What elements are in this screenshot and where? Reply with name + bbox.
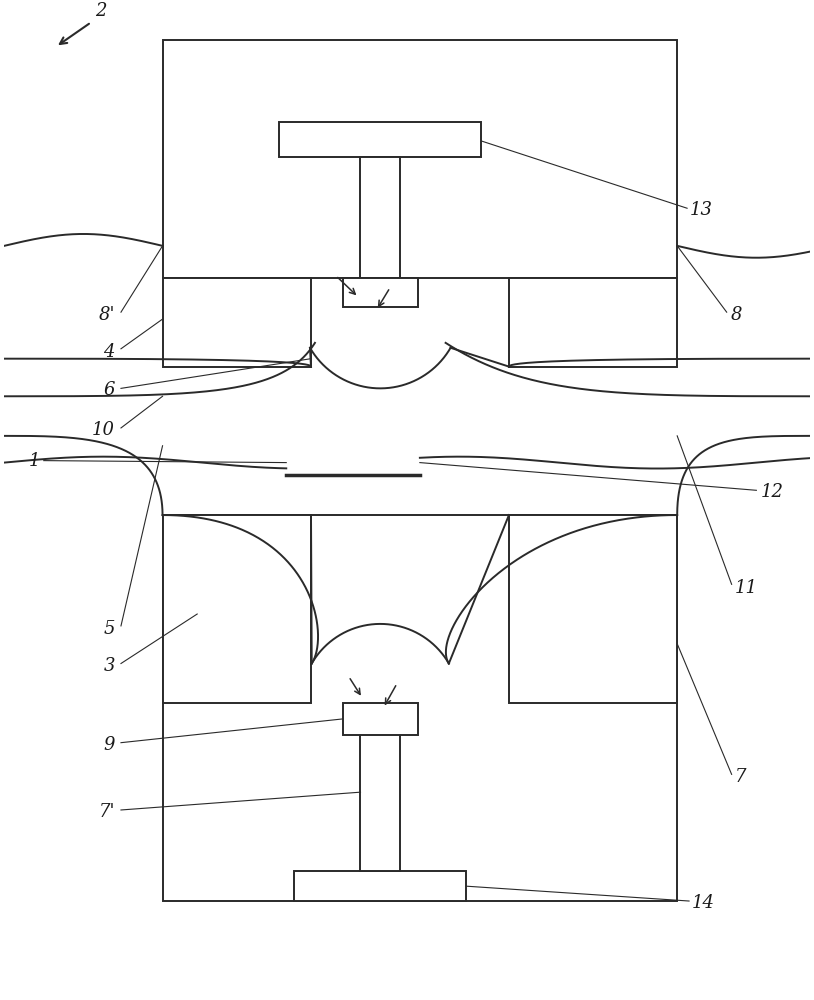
- Text: 6: 6: [103, 381, 115, 399]
- Text: 8': 8': [98, 306, 115, 324]
- Text: 9: 9: [103, 736, 115, 754]
- Text: 7': 7': [98, 803, 115, 821]
- Bar: [361, 733, 400, 871]
- Text: 4: 4: [103, 343, 115, 361]
- Text: 11: 11: [734, 579, 758, 597]
- Text: 8: 8: [731, 306, 742, 324]
- Bar: [509, 515, 677, 703]
- Text: 13: 13: [690, 201, 713, 219]
- Text: 14: 14: [692, 894, 715, 912]
- Text: 10: 10: [92, 421, 115, 439]
- Bar: [163, 515, 311, 703]
- Text: 7: 7: [734, 768, 746, 786]
- Text: 3: 3: [103, 657, 115, 675]
- Bar: [509, 278, 677, 367]
- Bar: [361, 157, 400, 278]
- Text: 5: 5: [103, 620, 115, 638]
- Bar: [163, 515, 677, 901]
- Bar: [343, 278, 418, 307]
- Bar: [294, 871, 466, 901]
- Text: 12: 12: [760, 483, 783, 501]
- Bar: [279, 122, 481, 157]
- Bar: [343, 703, 418, 735]
- Bar: [163, 278, 311, 367]
- Text: 2: 2: [95, 2, 107, 20]
- Bar: [163, 40, 677, 278]
- Text: 1: 1: [28, 452, 40, 470]
